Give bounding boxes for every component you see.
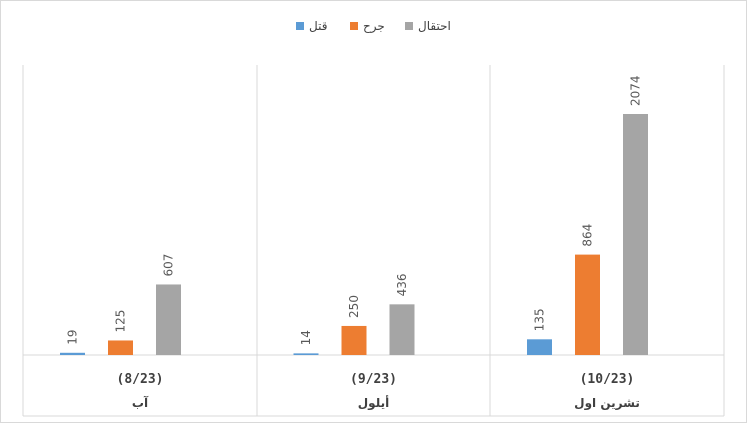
category-name-0: آب	[132, 395, 149, 410]
bar-2-2	[623, 114, 648, 355]
bar-2-1	[389, 304, 415, 355]
category-name-2: تشرين اول	[574, 396, 640, 411]
bar-1-1	[341, 325, 367, 355]
value-label-0-0: 19	[66, 330, 80, 345]
bar-0-0	[60, 352, 85, 355]
category-date-0: (8/23)	[117, 372, 164, 387]
value-label-2-2: 2074	[629, 75, 643, 106]
value-label-1-2: 864	[581, 224, 595, 247]
value-label-1-1: 250	[347, 295, 361, 318]
category-date-2: (10/23)	[580, 372, 635, 387]
bar-0-1	[293, 353, 319, 355]
legend-swatch-1	[350, 22, 358, 30]
category-date-1: (9/23)	[350, 372, 397, 387]
legend: قتل جرح احتقال	[296, 19, 451, 34]
bar-1-0	[108, 340, 133, 355]
plot-frame	[22, 65, 725, 417]
category-axis: (8/23) آب (9/23) أيلول (10/23) تشرين اول	[117, 372, 640, 411]
data-labels: 19 14 135 125 250 864 607 436 2074	[66, 75, 643, 345]
bars	[60, 114, 648, 355]
bar-1-2	[575, 254, 600, 355]
legend-label-2: احتقال	[418, 19, 451, 33]
value-label-0-1: 14	[299, 330, 313, 345]
value-label-1-0: 125	[114, 310, 128, 333]
value-label-2-1: 436	[395, 273, 409, 296]
value-label-0-2: 135	[533, 308, 547, 331]
value-label-2-0: 607	[162, 254, 176, 277]
legend-label-0: قتل	[309, 19, 327, 33]
category-name-1: أيلول	[358, 395, 389, 411]
bar-2-0	[156, 284, 181, 355]
bar-0-2	[527, 339, 552, 355]
legend-swatch-2	[405, 22, 413, 30]
legend-swatch-0	[296, 22, 304, 30]
legend-label-1: جرح	[363, 19, 385, 34]
